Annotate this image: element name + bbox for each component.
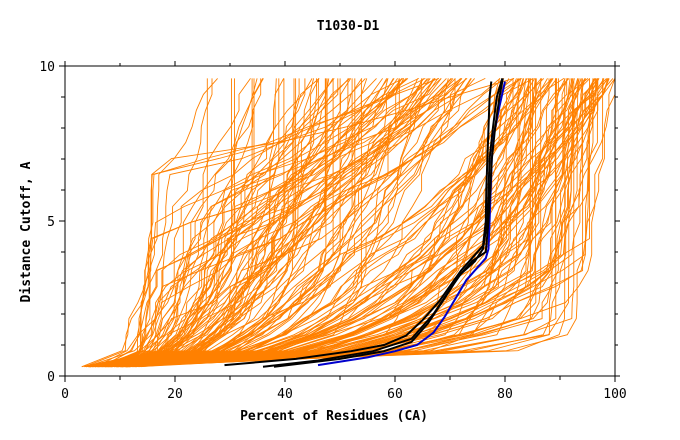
background-model-curve — [101, 78, 423, 368]
background-model-curve — [126, 78, 600, 368]
background-model-curve — [86, 78, 264, 368]
background-model-curve — [107, 78, 575, 368]
background-model-curve — [107, 78, 575, 368]
background-model-curve — [107, 78, 570, 368]
background-model-curve — [90, 78, 389, 368]
background-model-curve — [108, 78, 568, 368]
background-model-curve — [125, 78, 530, 368]
background-model-curve — [92, 78, 334, 368]
background-model-curve — [121, 78, 510, 368]
background-model-curve — [91, 78, 604, 368]
background-model-curve — [132, 78, 514, 368]
y-axis-label: Distance Cutoff, A — [19, 161, 34, 302]
background-model-curve — [116, 77, 404, 368]
background-model-curve — [116, 78, 449, 368]
background-model-curve — [129, 78, 582, 368]
background-model-curve — [100, 78, 590, 368]
background-model-curve — [93, 78, 297, 368]
background-model-curve — [89, 78, 600, 368]
highlighted-model-curves — [224, 78, 506, 368]
background-model-curve — [128, 78, 608, 368]
background-model-curve — [105, 78, 519, 368]
background-model-curves — [81, 77, 616, 368]
background-model-curve — [117, 78, 277, 368]
background-model-curve — [104, 78, 598, 368]
background-model-curve — [89, 78, 423, 368]
background-model-curve — [120, 78, 368, 368]
background-model-curve — [116, 78, 614, 368]
background-model-curve — [94, 78, 475, 368]
highlight-series-line-3 — [262, 78, 504, 368]
background-model-curve — [120, 78, 580, 368]
background-model-curve — [120, 78, 537, 368]
background-model-curve — [90, 78, 434, 368]
background-model-curve — [102, 78, 285, 368]
background-model-curve — [97, 78, 537, 368]
background-model-curve — [119, 78, 349, 368]
y-tick-label: 10 — [39, 60, 55, 75]
background-model-curve — [128, 78, 542, 368]
x-tick-label: 40 — [277, 387, 293, 402]
background-model-curve — [92, 78, 436, 368]
background-model-curve — [109, 78, 610, 368]
background-model-curve — [97, 78, 609, 368]
chart-title: T1030-D1 — [317, 19, 380, 34]
background-model-curve — [121, 78, 258, 368]
background-model-curve — [122, 78, 442, 368]
background-model-curve — [135, 78, 542, 368]
background-model-curve — [107, 78, 398, 368]
y-tick-label: 0 — [47, 370, 55, 385]
background-model-curve — [124, 78, 320, 368]
background-model-curve — [120, 78, 452, 368]
background-model-curve — [127, 78, 334, 368]
background-model-curve — [122, 78, 569, 368]
background-model-curve — [120, 77, 426, 368]
highlight-series-line-4 — [273, 78, 504, 368]
axis-ticks: 0 20 40 60 80 100 0 5 10 — [39, 60, 626, 402]
background-model-curve — [86, 78, 454, 368]
background-model-curve — [114, 78, 208, 368]
background-model-curve — [118, 78, 213, 368]
background-model-curve — [84, 78, 501, 368]
background-model-curve — [120, 78, 467, 368]
x-tick-label: 60 — [387, 387, 403, 402]
background-model-curve — [129, 78, 537, 368]
background-model-curve — [102, 78, 534, 368]
background-model-curve — [112, 78, 328, 368]
highlight-series-line-2 — [224, 81, 493, 367]
background-model-curve — [94, 78, 430, 368]
background-model-curve — [134, 78, 326, 368]
x-axis-label: Percent of Residues (CA) — [240, 409, 428, 424]
background-model-curve — [116, 78, 339, 368]
background-model-curve — [105, 78, 594, 368]
background-model-curve — [117, 78, 472, 368]
x-tick-label: 20 — [167, 387, 183, 402]
background-model-curve — [104, 78, 456, 368]
background-model-curve — [130, 78, 431, 368]
background-model-curve — [88, 78, 452, 368]
background-model-curve — [112, 78, 565, 368]
background-model-curve — [92, 78, 425, 368]
background-model-curve — [116, 78, 315, 368]
background-model-curve — [127, 78, 595, 368]
background-model-curve — [89, 78, 306, 368]
y-tick-label: 5 — [47, 215, 55, 230]
background-model-curve — [117, 78, 251, 368]
background-model-curve — [89, 78, 407, 368]
background-model-curve — [81, 78, 405, 368]
background-model-curve — [110, 78, 604, 368]
background-model-curve — [99, 78, 599, 368]
background-model-curve — [89, 78, 525, 368]
background-model-curve — [100, 78, 351, 368]
background-model-curve — [98, 78, 362, 368]
background-model-curve — [81, 78, 218, 368]
x-tick-label: 100 — [603, 387, 626, 402]
x-tick-label: 80 — [497, 387, 513, 402]
background-model-curve — [119, 78, 317, 368]
x-tick-label: 0 — [61, 387, 69, 402]
background-model-curve — [121, 78, 320, 368]
